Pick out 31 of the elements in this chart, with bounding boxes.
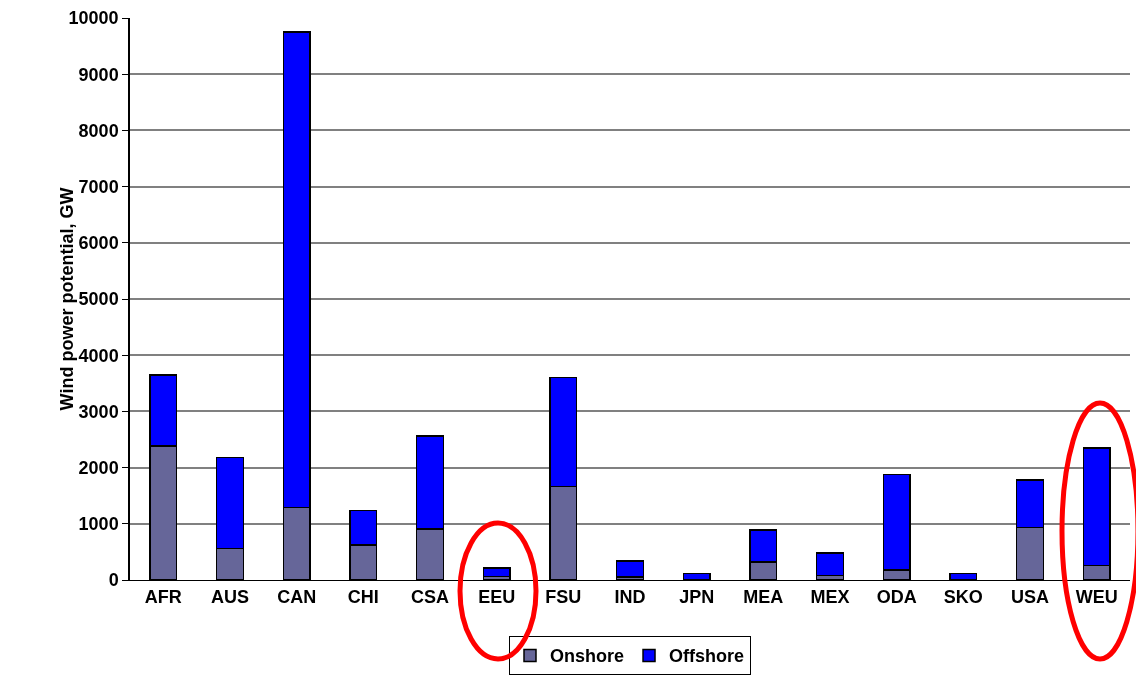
y-tick-label: 1000	[78, 514, 119, 535]
x-tick-label: FSU	[545, 586, 582, 607]
y-tick-label: 9000	[78, 64, 119, 85]
x-tick-label: WEU	[1075, 586, 1118, 607]
y-tick-label: 6000	[78, 233, 119, 254]
y-tick-label: 2000	[78, 457, 119, 478]
x-tick-label: AFR	[144, 586, 182, 607]
y-tick-label: 7000	[78, 176, 119, 197]
bar	[482, 567, 511, 578]
y-axis-title: Wind power potential, GW	[56, 187, 77, 411]
y-tick-label: 4000	[78, 345, 119, 366]
y-tick-label: 10000	[68, 8, 119, 29]
legend-label: Onshore	[550, 646, 625, 667]
x-tick-label: CHI	[347, 586, 379, 607]
y-tick-label: 8000	[78, 120, 119, 141]
x-tick-label: IND	[614, 586, 646, 607]
x-tick-label: CAN	[277, 586, 317, 607]
x-tick-label: MEX	[810, 586, 850, 607]
y-tick-label: 0	[108, 570, 119, 591]
y-tick-label: 3000	[78, 401, 119, 422]
legend-label: Offshore	[669, 646, 745, 667]
x-tick-label: ODA	[876, 586, 917, 607]
x-tick-label: CSA	[410, 586, 450, 607]
x-tick-label: USA	[1010, 586, 1050, 607]
x-tick-label: JPN	[679, 586, 715, 607]
y-tick-label: 5000	[78, 289, 119, 310]
x-tick-label: EEU	[478, 586, 516, 607]
bar	[815, 552, 845, 577]
x-tick-label: MEA	[743, 586, 784, 607]
x-tick-label: AUS	[210, 586, 250, 607]
x-tick-label: SKO	[943, 586, 983, 607]
